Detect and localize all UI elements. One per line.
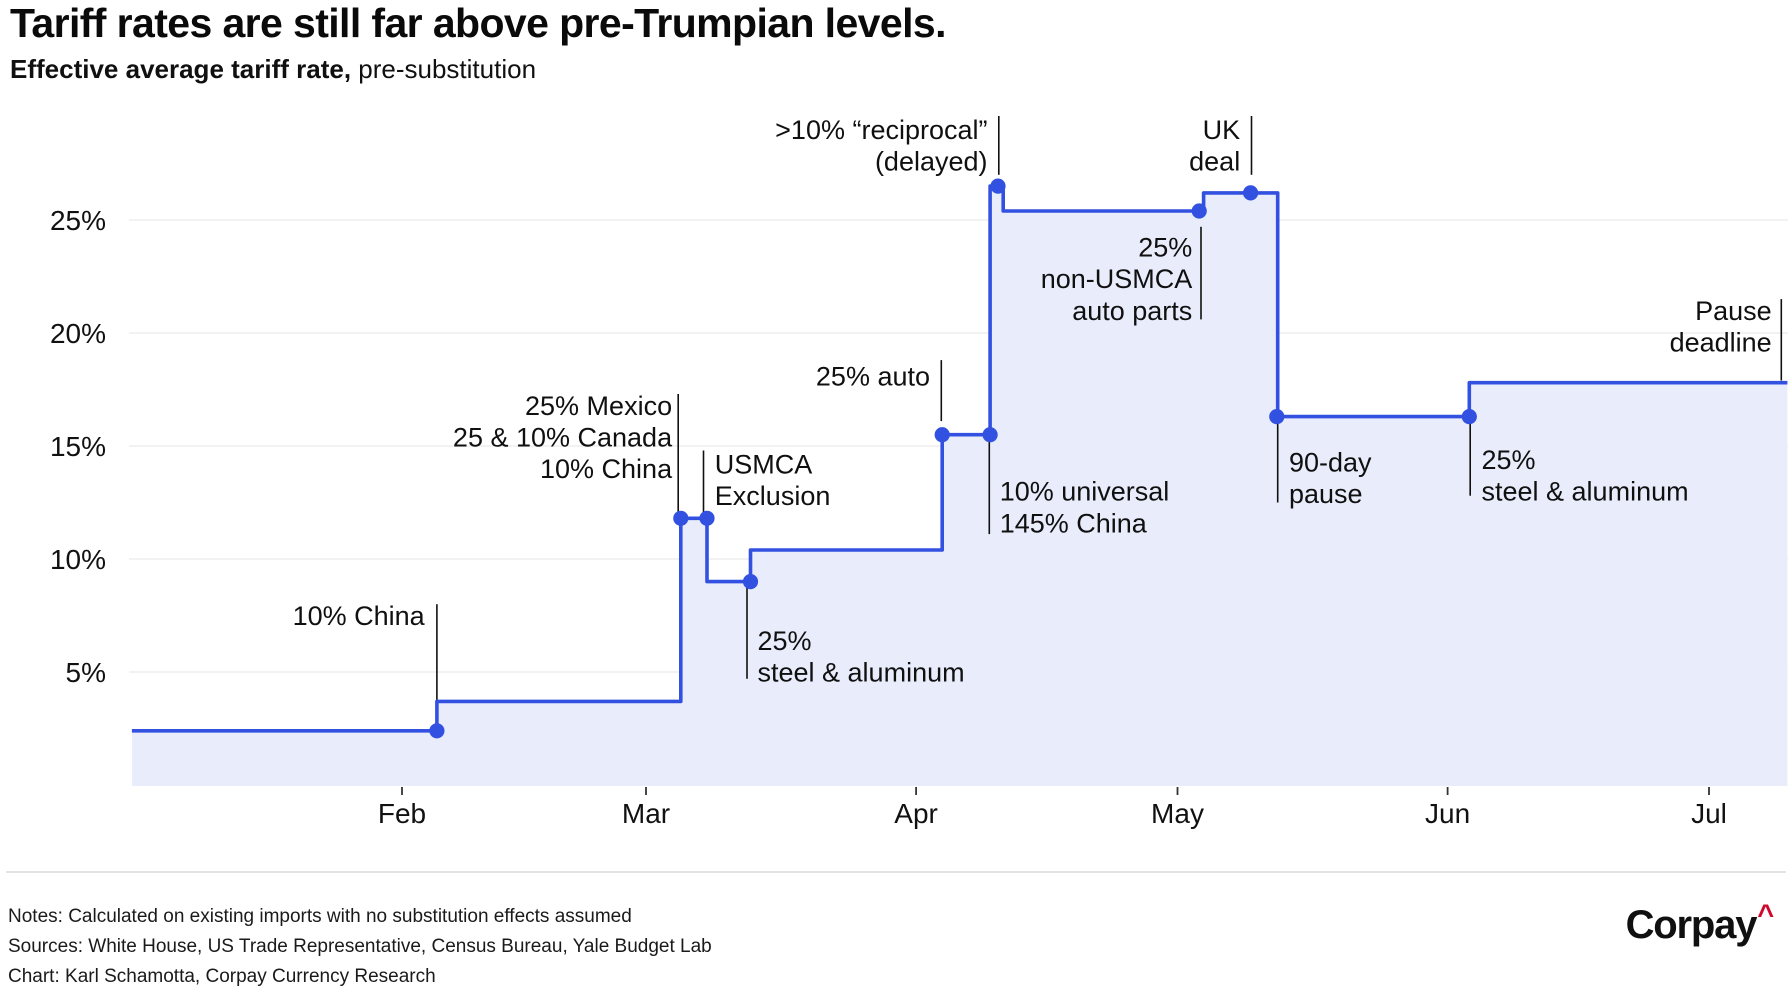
annotation-steel-aluminum-mar: 25% steel & aluminum — [746, 583, 965, 688]
y-axis-tick-label: 15% — [50, 431, 106, 462]
annotation-reciprocal-delayed: >10% “reciprocal” (delayed) — [775, 115, 1000, 177]
annotation-label: UK deal — [1189, 115, 1240, 177]
event-marker-dot — [982, 427, 998, 443]
event-marker-dot — [1269, 409, 1285, 425]
event-marker-dot — [990, 178, 1006, 194]
chart-subtitle: Effective average tariff rate, pre-subst… — [10, 54, 536, 85]
y-axis-labels: 5% 10% 15% 20% 25% — [50, 205, 106, 688]
annotation-label: 25% Mexico 25 & 10% Canada 10% China — [453, 391, 673, 484]
x-axis-tick-label: Jul — [1691, 798, 1727, 829]
event-markers — [429, 178, 1477, 739]
annotation-label: 25% auto — [816, 361, 930, 391]
x-axis-tick-label: May — [1151, 798, 1204, 829]
x-axis-tick-label: Apr — [894, 798, 938, 829]
x-axis: Feb Mar Apr May Jun Jul — [378, 787, 1727, 829]
x-axis-tick-label: Feb — [378, 798, 426, 829]
tariff-step-chart: 10% China 25% Mexico 25 & 10% Canada 10% Ch… — [50, 115, 1788, 829]
event-marker-dot — [1191, 203, 1207, 219]
y-axis-tick-label: 5% — [66, 657, 106, 688]
annotation-label: 25% non-USMCA auto parts — [1041, 233, 1193, 326]
footer-notes: Notes: Calculated on existing imports wi… — [8, 902, 712, 992]
annotations: 10% China 25% Mexico 25 & 10% Canada 10% Ch… — [293, 115, 1783, 727]
annotation-mexico-canada-china: 25% Mexico 25 & 10% Canada 10% China — [453, 391, 680, 514]
corpay-logo-text: Corpay — [1625, 903, 1758, 947]
annotation-china-10: 10% China — [293, 601, 438, 727]
tariff-step-line — [131, 184, 1788, 733]
sources-line: Sources: White House, US Trade Represent… — [8, 936, 712, 957]
annotation-pause-deadline: Pause deadline — [1670, 296, 1783, 381]
annotation-pause-90-day: 90-day pause — [1276, 421, 1372, 509]
x-axis-tick-label: Jun — [1425, 798, 1470, 829]
event-marker-dot — [699, 510, 715, 526]
annotation-uk-deal: UK deal — [1189, 115, 1253, 177]
notes-line: Notes: Calculated on existing imports wi… — [8, 906, 632, 927]
credit-line: Chart: Karl Schamotta, Corpay Currency R… — [8, 966, 436, 987]
annotation-label: 25% steel & aluminum — [1482, 445, 1689, 507]
annotation-usmca-exclusion: USMCA Exclusion — [702, 450, 831, 514]
annotation-universal-china: 10% universal 145% China — [988, 441, 1170, 539]
annotation-label: >10% “reciprocal” (delayed) — [775, 115, 987, 177]
chart-title: Tariff rates are still far above pre-Tru… — [10, 0, 946, 46]
annotation-label: 10% universal 145% China — [1000, 477, 1170, 539]
annotation-label: 25% steel & aluminum — [758, 626, 965, 688]
y-axis-tick-label: 25% — [50, 205, 106, 236]
corpay-logo-caret-icon: ^ — [1757, 899, 1774, 931]
annotation-steel-aluminum-jun: 25% steel & aluminum — [1469, 421, 1689, 507]
corpay-logo: Corpay^ — [1625, 899, 1775, 948]
annotation-non-usmca-auto-parts: 25% non-USMCA auto parts — [1041, 226, 1202, 326]
event-marker-dot — [1243, 185, 1259, 201]
annotation-label: 10% China — [293, 601, 426, 631]
event-marker-dot — [742, 574, 759, 590]
y-axis-tick-label: 10% — [50, 544, 106, 575]
y-axis-tick-label: 20% — [50, 318, 106, 349]
subtitle-bold: Effective average tariff rate, — [10, 54, 352, 84]
event-marker-dot — [1461, 409, 1477, 425]
event-marker-dot — [673, 510, 689, 526]
annotation-auto-25: 25% auto — [816, 360, 943, 422]
x-axis-tick-label: Mar — [622, 798, 670, 829]
footer-divider — [6, 871, 1786, 873]
event-marker-dot — [934, 427, 950, 443]
annotation-label: 90-day pause — [1289, 447, 1372, 509]
annotation-label: USMCA Exclusion — [715, 450, 831, 512]
subtitle-rest: pre-substitution — [351, 54, 537, 84]
tariff-area-fill — [131, 186, 1788, 787]
annotation-label: Pause deadline — [1670, 296, 1772, 358]
event-marker-dot — [429, 723, 445, 739]
